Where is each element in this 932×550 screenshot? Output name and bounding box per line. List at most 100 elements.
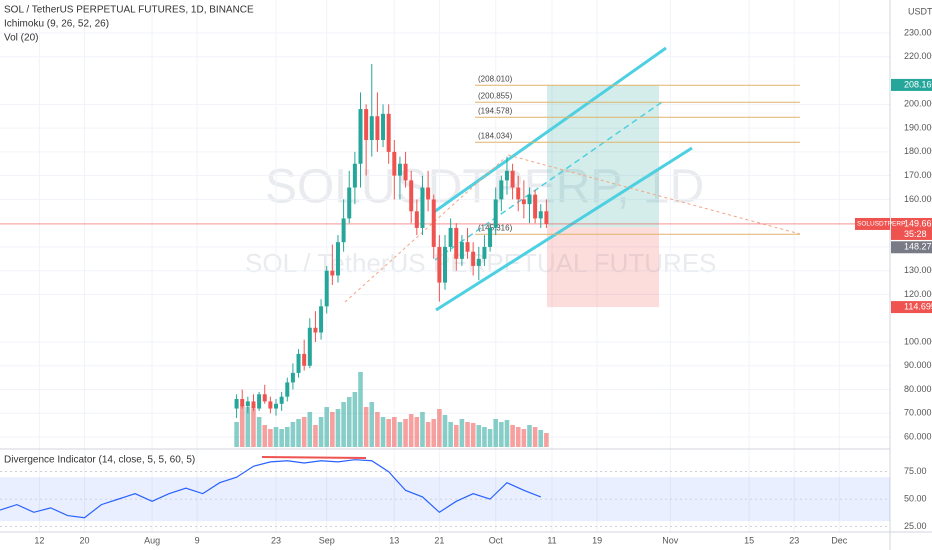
x-tick-label: 21 [434, 535, 444, 545]
x-tick-label: 9 [195, 535, 200, 545]
candle-body [234, 399, 239, 409]
volume-bar [239, 405, 245, 447]
candle-body [414, 211, 419, 228]
y-tick-label: 75.00 [904, 466, 927, 476]
candle-body [465, 242, 470, 252]
volume-bar [425, 422, 431, 447]
indicator-label: Ichimoku (9, 26, 52, 26) [4, 19, 109, 30]
volume-bar [408, 414, 414, 447]
candle-body [324, 270, 329, 307]
volume-bar [386, 419, 391, 447]
candle-body [274, 403, 279, 409]
x-tick-label: Nov [662, 535, 679, 545]
volume-bar [420, 412, 425, 447]
x-tick-label: 19 [592, 535, 602, 545]
candle-body [307, 327, 312, 366]
trend-line [507, 154, 801, 235]
fib-label: (194.578) [478, 106, 513, 115]
candle-body [330, 270, 335, 276]
y-tick-label: 100.000 [904, 336, 932, 346]
volume-bar [448, 422, 453, 447]
fib-label: (184.034) [478, 131, 513, 140]
candle-body [431, 199, 436, 247]
x-tick-label: 23 [271, 535, 281, 545]
volume-bar [369, 402, 375, 447]
y-tick-label: 180.000 [904, 146, 932, 156]
candle-body [459, 242, 464, 259]
candle-body [364, 109, 369, 140]
x-tick-label: 11 [547, 535, 556, 545]
candle-body [437, 246, 442, 283]
volume-bar [504, 420, 510, 447]
divergence-line [261, 456, 367, 459]
fib-label: (208.010) [478, 74, 513, 83]
price-badge [891, 301, 932, 314]
volume-bar [538, 430, 544, 447]
candle-body [279, 396, 284, 404]
volume-bar [532, 427, 538, 447]
y-tick-label: 120.000 [904, 289, 932, 299]
candle-body [302, 353, 307, 366]
volume-bar [307, 412, 313, 447]
volume-bar [470, 423, 476, 447]
volume-bar [380, 417, 386, 447]
candle-body [544, 211, 549, 224]
x-tick-label: 23 [789, 535, 799, 545]
volume-bar [234, 422, 239, 447]
countdown-badge [891, 228, 932, 240]
candle-body [375, 116, 380, 140]
volume-bar [301, 417, 307, 447]
y-tick-label: 130.000 [904, 265, 932, 275]
x-tick-label: Dec [831, 535, 848, 545]
candle-body [426, 187, 431, 200]
volume-bar [476, 425, 482, 447]
candle-body [482, 246, 487, 259]
candle-body [262, 394, 267, 402]
x-tick-label: Oct [489, 535, 504, 545]
volume-bar [544, 433, 549, 447]
candle-body [409, 180, 414, 212]
candle-body [313, 327, 318, 333]
candle-body [245, 401, 250, 407]
candle-body [533, 194, 538, 219]
volume-bar [358, 372, 363, 447]
candle-body [381, 113, 386, 140]
loss-zone [547, 227, 659, 308]
x-tick-label: Aug [144, 535, 160, 545]
candle-body [443, 246, 447, 283]
volume-bar [268, 429, 273, 447]
candle-body [504, 170, 509, 181]
x-tick-label: Sep [319, 535, 335, 545]
price-badge-label: 149.666 [904, 218, 932, 228]
candle-body [296, 353, 301, 373]
y-tick-label: 60.000 [904, 431, 932, 441]
y-tick-label: 70.000 [904, 408, 932, 418]
currency-label: USDT [908, 6, 932, 16]
candle-body [476, 258, 481, 266]
volume-bar [482, 427, 487, 447]
candle-body [386, 113, 391, 152]
channel-line [433, 46, 667, 214]
x-tick-label: 12 [34, 535, 44, 545]
volume-bar [262, 425, 268, 447]
volume-bar [442, 415, 448, 447]
price-badge [891, 241, 932, 254]
volume-bar [341, 402, 346, 447]
volume-bar [330, 412, 335, 447]
candle-body [471, 251, 476, 266]
y-tick-label: 80.000 [904, 384, 932, 394]
volume-bar [375, 412, 380, 447]
volume-bar [499, 422, 504, 447]
volume-bar [437, 409, 442, 447]
x-tick-label: 13 [389, 535, 399, 545]
candle-body [454, 227, 459, 259]
price-badge-label: 114.695 [904, 301, 932, 311]
y-tick-label: 50.00 [904, 493, 927, 503]
volume-bar [346, 397, 352, 447]
candle-body [420, 187, 425, 228]
volume-bar [453, 425, 459, 447]
x-tick-label: 20 [79, 535, 89, 545]
volume-bar [414, 417, 420, 447]
volume-bar [284, 427, 290, 447]
volume-bar [318, 417, 324, 447]
